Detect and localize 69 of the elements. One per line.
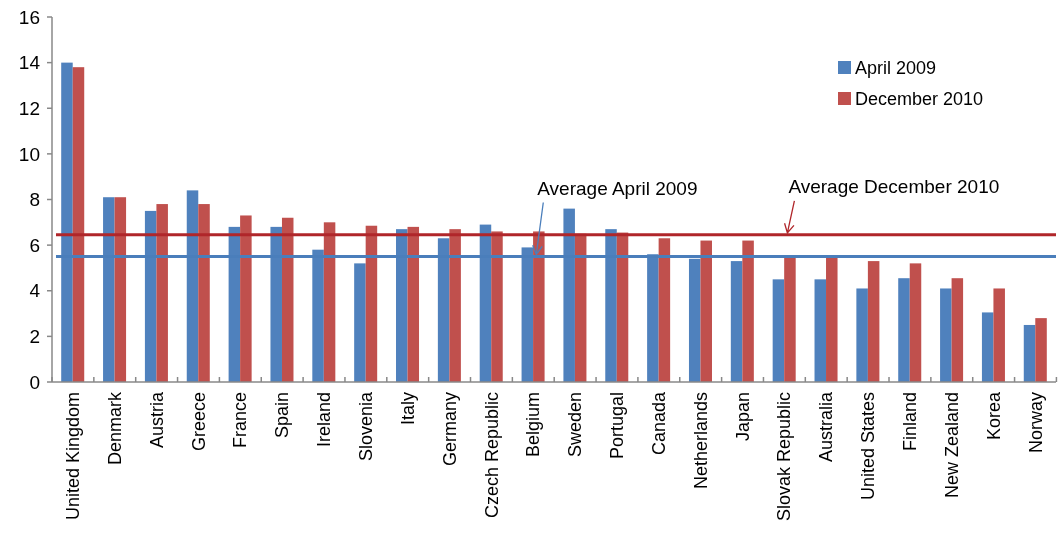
bar [700,240,712,382]
bar [856,288,868,382]
y-tick-label: 8 [29,189,40,211]
bar [772,279,785,382]
bar [909,263,922,382]
bar [574,233,587,382]
x-tick-label: Finland [900,392,921,452]
y-tick-label: 14 [18,52,41,74]
x-tick-label: Netherlands [690,392,711,490]
annotation: Average December 2010 [788,175,1000,197]
bar [1035,318,1047,382]
x-tick-label: Australia [816,391,837,463]
bar [323,222,336,382]
x-tick-label: Belgium [523,392,544,458]
bar [354,263,366,382]
x-tick-label: Italy [397,392,418,426]
x-tick-label: United States [858,392,879,501]
x-tick-label: Sweden [565,392,586,458]
bar [1023,324,1036,382]
x-tick-label: Japan [732,392,753,442]
y-tick-label: 6 [29,234,40,256]
y-tick-label: 2 [29,326,40,348]
bar [867,261,880,382]
legend-label: April 2009 [855,58,937,79]
bar [533,231,545,382]
bar [72,67,85,382]
bar [198,204,210,382]
x-tick-label: Canada [648,391,669,456]
x-tick-label: Korea [983,391,1004,441]
x-tick-label: Spain [272,392,293,439]
x-tick-label: Ireland [314,392,335,448]
x-tick-label: New Zealand [941,392,962,499]
bar [826,256,838,382]
bar [240,215,252,382]
x-tick-label: Portugal [607,392,628,460]
bar [658,238,671,382]
x-tick-label: United Kingdom [63,392,84,521]
bar [449,229,461,382]
x-tick-label: Austria [146,391,167,449]
bar [114,197,127,382]
x-tick-label: Slovenia [355,391,376,462]
y-tick-label: 4 [29,280,41,302]
bar [281,217,294,382]
x-tick-label: Denmark [104,391,125,466]
y-tick-label: 16 [18,6,40,28]
bar [407,226,420,382]
bar [814,279,827,382]
x-tick-label: Germany [439,392,460,467]
bar [742,240,754,382]
annotation: Average April 2009 [537,177,698,199]
legend-label: December 2010 [855,89,984,110]
bar [951,278,964,382]
x-tick-label: France [230,392,251,449]
bar [981,312,994,382]
x-tick-label: Greece [188,392,209,452]
bar [156,204,168,382]
bar [940,288,952,382]
bar [730,261,743,382]
y-tick-label: 0 [29,371,40,393]
bar [491,231,503,382]
bar [784,256,796,382]
x-tick-label: Norway [1025,392,1046,454]
bar [898,278,910,382]
y-tick-label: 12 [18,97,40,119]
bar [993,288,1005,382]
x-tick-label: Slovak Republic [774,392,795,522]
y-tick-label: 10 [18,143,40,165]
bar [365,225,378,382]
x-tick-label: Czech Republic [481,392,502,519]
